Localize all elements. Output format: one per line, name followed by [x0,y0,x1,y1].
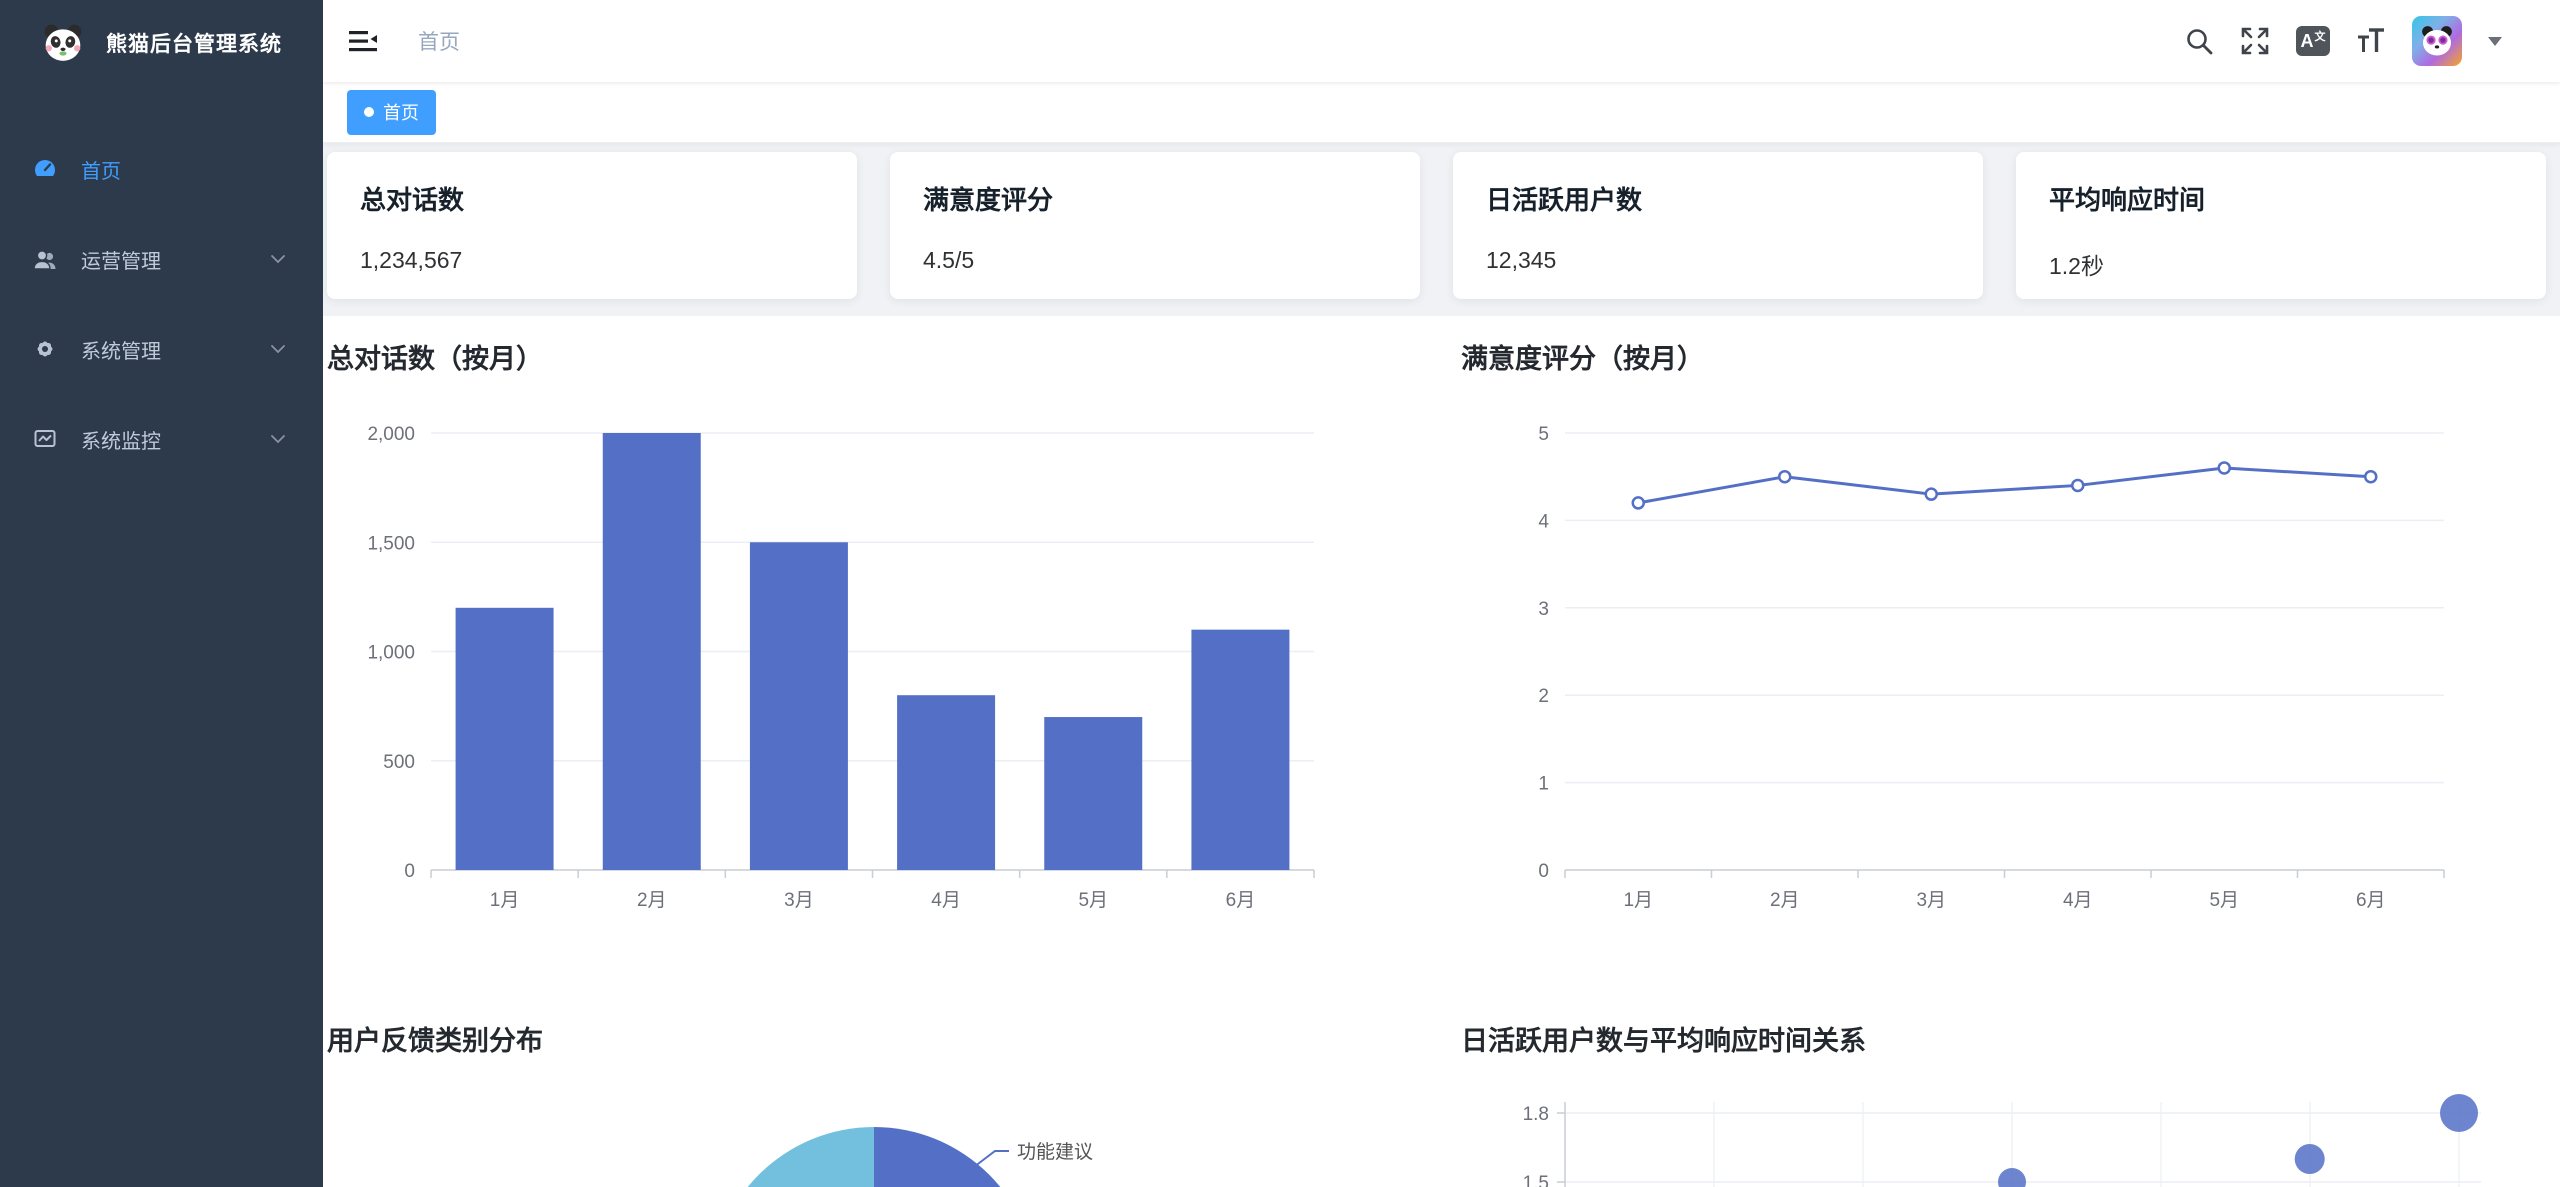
app-title: 熊猫后台管理系统 [106,33,282,56]
sidebar-item-monitor[interactable]: 系统监控 [0,411,323,467]
svg-text:1月: 1月 [1623,890,1653,911]
sidebar-item-operations[interactable]: 运营管理 [0,231,323,287]
language-icon-glyph-a: A [2300,30,2314,51]
svg-text:6月: 6月 [1226,890,1256,911]
sidebar-item-label: 首页 [81,160,121,183]
tag-home[interactable]: 首页 [347,89,436,135]
header-actions: A 文 [2184,16,2560,66]
svg-text:1.5: 1.5 [1523,1173,1549,1187]
scatter-chart-dau-response-time: 1.8 1.5 [1523,1094,2481,1187]
avatar-panda-art [2422,26,2452,56]
svg-text:5月: 5月 [2209,890,2239,911]
stat-card-total-conversations: 总对话数 1,234,567 [327,152,857,299]
stat-card-daily-active-users: 日活跃用户数 12,345 [1453,152,1983,299]
search-icon[interactable] [2184,26,2214,56]
users-icon [33,250,56,270]
svg-text:0: 0 [1538,861,1549,882]
stat-card-title: 总对话数 [360,185,465,215]
breadcrumb: 首页 [418,31,460,54]
sidebar-item-label: 系统管理 [81,340,161,363]
svg-text:2: 2 [1538,686,1549,707]
sidebar-item-label: 运营管理 [81,250,161,273]
chevron-down-icon [271,435,285,444]
panda-logo-icon [44,24,82,61]
sidebar-item-system[interactable]: 系统管理 [0,321,323,377]
svg-text:2月: 2月 [1770,890,1800,911]
stats-cards-row: 总对话数 1,234,567 满意度评分 4.5/5 日活跃用户数 12,345… [323,143,2560,299]
avatar[interactable] [2412,16,2462,66]
svg-text:1: 1 [1538,774,1549,795]
gear-icon [37,341,53,357]
svg-text:4月: 4月 [931,890,961,911]
stat-card-value: 12,345 [1486,247,1557,273]
collapse-menu-icon[interactable] [348,28,378,54]
language-icon-glyph-zh: 文 [2314,31,2326,43]
chart-title-conversations: 总对话数（按月） [327,344,543,374]
stat-card-title: 满意度评分 [923,185,1054,215]
svg-text:4月: 4月 [2063,890,2093,911]
svg-text:1,500: 1,500 [367,533,415,554]
svg-text:1.8: 1.8 [1523,1104,1549,1125]
chart-title-dau-vs-response: 日活跃用户数与平均响应时间关系 [1461,1026,1866,1056]
chart-title-feedback-distribution: 用户反馈类别分布 [327,1026,543,1056]
tag-active-dot [364,107,374,117]
svg-text:3: 3 [1538,599,1549,620]
svg-text:5月: 5月 [1078,890,1108,911]
monitor-icon [34,430,56,447]
svg-text:2,000: 2,000 [367,424,415,445]
chart-title-satisfaction: 满意度评分（按月） [1461,344,1704,374]
stat-card-value: 1.2秒 [2049,253,2104,279]
svg-text:6月: 6月 [2356,890,2386,911]
line-chart-satisfaction-by-month: 0 1 2 3 4 5 1月 2月 3月 4月 5月 6月 [1538,424,2445,911]
stat-card-satisfaction: 满意度评分 4.5/5 [890,152,1420,299]
sidebar-item-label: 系统监控 [81,430,161,453]
tag-label: 首页 [383,103,419,123]
sidebar: 熊猫后台管理系统 首页 运营管理 [0,0,323,1187]
pie-chart-feedback-categories: 功能建议 [747,1127,1093,1187]
svg-text:1月: 1月 [490,890,520,911]
chevron-down-icon [271,255,285,264]
main-content: 总对话数 1,234,567 满意度评分 4.5/5 日活跃用户数 12,345… [323,143,2560,1187]
sidebar-logo-row: 熊猫后台管理系统 [0,0,323,86]
stat-card-title: 平均响应时间 [2049,185,2206,215]
chevron-down-icon [271,345,285,354]
fullscreen-icon[interactable] [2240,26,2270,56]
svg-text:5: 5 [1538,424,1549,445]
top-header: 首页 A 文 [323,0,2560,82]
svg-text:1,000: 1,000 [367,643,415,664]
sidebar-item-home[interactable]: 首页 [0,141,323,197]
chevron-down-icon[interactable] [2488,36,2502,46]
tags-view-bar: 首页 [323,82,2560,143]
svg-text:0: 0 [404,861,415,882]
bar-chart-conversations-by-month: 0 500 1,000 1,500 2,000 1月 2月 3月 4月 5月 6月 [367,424,1315,911]
stat-card-value: 1,234,567 [360,247,463,273]
stat-card-title: 日活跃用户数 [1486,185,1643,215]
sidebar-menu: 首页 运营管理 系统管理 [0,141,323,467]
stat-card-value: 4.5/5 [923,247,975,273]
dashboard-icon [33,160,57,181]
svg-text:功能建议: 功能建议 [1017,1141,1093,1163]
charts-panel: 总对话数（按月） 满意度评分（按月） 0 500 1,000 1,500 2,000 1月… [323,316,2560,1187]
svg-text:3月: 3月 [784,890,814,911]
svg-text:2月: 2月 [637,890,667,911]
svg-text:4: 4 [1538,511,1549,532]
stat-card-avg-response-time: 平均响应时间 1.2秒 [2016,152,2546,299]
svg-text:3月: 3月 [1916,890,1946,911]
language-icon[interactable]: A 文 [2296,26,2330,56]
font-size-icon[interactable] [2356,26,2386,56]
svg-text:500: 500 [383,752,415,773]
